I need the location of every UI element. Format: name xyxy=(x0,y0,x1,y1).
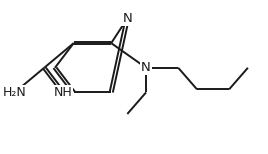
Text: N: N xyxy=(141,61,151,74)
Text: NH: NH xyxy=(54,86,72,99)
Text: N: N xyxy=(122,12,132,25)
Text: H₂N: H₂N xyxy=(3,86,27,99)
